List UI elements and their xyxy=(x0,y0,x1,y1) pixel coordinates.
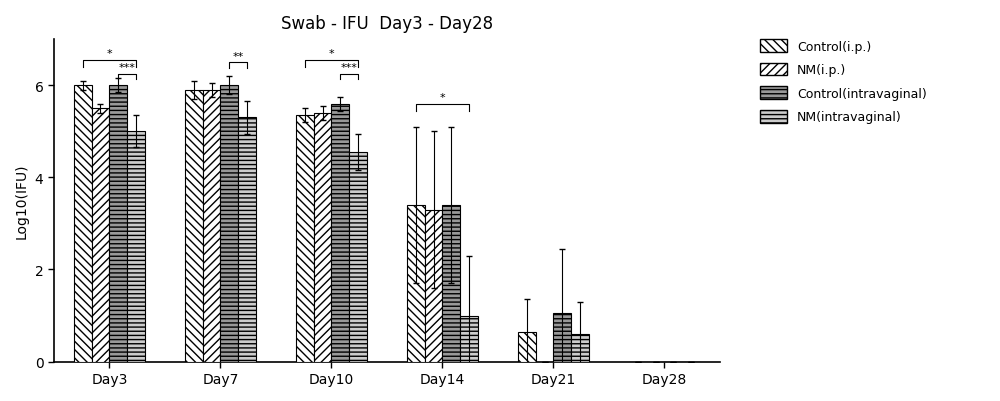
Text: *: * xyxy=(440,93,445,103)
Title: Swab - IFU  Day3 - Day28: Swab - IFU Day3 - Day28 xyxy=(281,15,493,33)
Bar xyxy=(518,332,536,362)
Legend: Control(i.p.), NM(i.p.), Control(intravaginal), NM(intravaginal): Control(i.p.), NM(i.p.), Control(intrava… xyxy=(760,40,927,124)
Bar xyxy=(220,86,238,362)
Bar xyxy=(314,113,331,362)
Bar xyxy=(349,153,367,362)
Text: ***: *** xyxy=(119,63,136,73)
Bar xyxy=(203,91,220,362)
Bar xyxy=(571,334,589,362)
Text: **: ** xyxy=(233,52,244,62)
Bar xyxy=(425,210,442,362)
Bar xyxy=(331,104,349,362)
Bar xyxy=(238,118,256,362)
Bar xyxy=(553,314,571,362)
Text: ***: *** xyxy=(341,63,358,73)
Bar xyxy=(407,205,425,362)
Y-axis label: Log10(IFU): Log10(IFU) xyxy=(15,163,29,239)
Text: *: * xyxy=(329,49,334,59)
Bar xyxy=(460,316,478,362)
Bar xyxy=(109,86,127,362)
Bar xyxy=(74,86,92,362)
Bar xyxy=(127,132,145,362)
Text: *: * xyxy=(107,49,112,59)
Bar xyxy=(442,205,460,362)
Bar xyxy=(296,116,314,362)
Bar xyxy=(185,91,203,362)
Bar xyxy=(92,109,109,362)
